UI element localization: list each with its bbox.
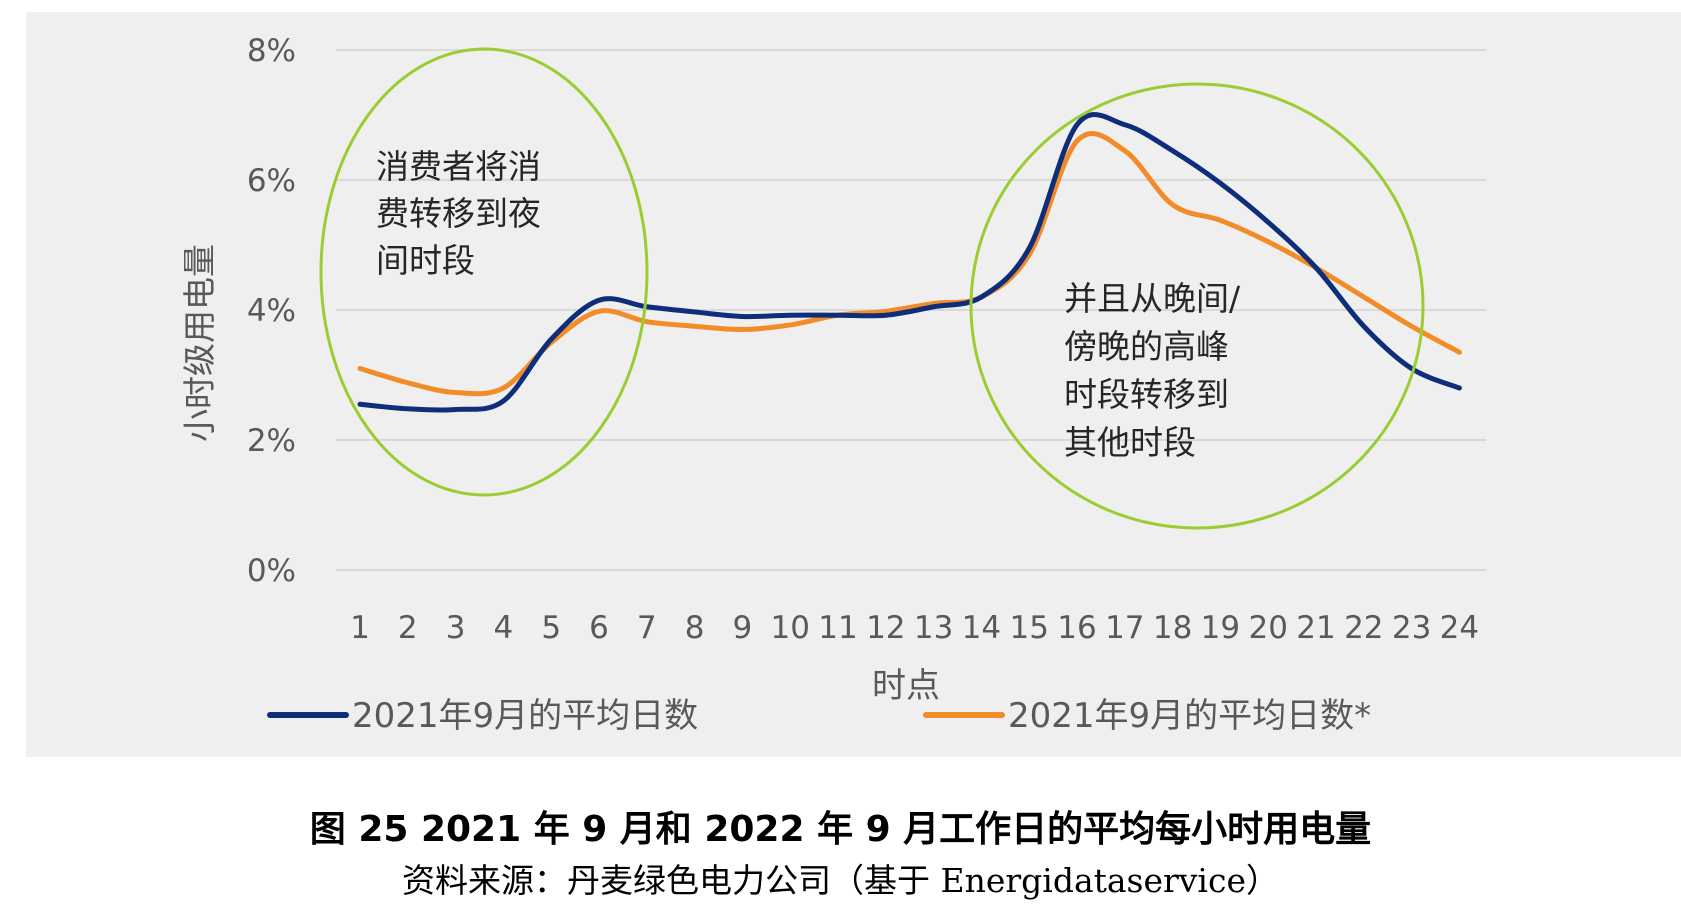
x-tick-label: 14: [962, 610, 1001, 646]
x-tick-label: 19: [1201, 610, 1240, 646]
x-tick-label: 4: [494, 610, 514, 646]
x-tick-label: 11: [818, 610, 857, 646]
x-tick-label: 18: [1153, 610, 1192, 646]
x-tick-label: 22: [1344, 610, 1383, 646]
x-tick-label: 8: [685, 610, 705, 646]
x-tick-label: 3: [446, 610, 466, 646]
annotation-line: 间时段: [376, 241, 475, 280]
legend: 2021年9月的平均日数 2021年9月的平均日数*: [267, 696, 1371, 736]
y-tick-label: 0%: [247, 553, 296, 589]
x-tick-label: 17: [1105, 610, 1144, 646]
x-tick-label: 20: [1248, 610, 1287, 646]
x-tick-label: 15: [1009, 610, 1048, 646]
series-line-1: [357, 112, 1462, 413]
annotation-line: 其他时段: [1064, 423, 1196, 462]
x-axis-label: 时点: [872, 666, 940, 706]
legend-label-series-2: 2021年9月的平均日数*: [1008, 696, 1371, 736]
x-tick-label: 10: [770, 610, 809, 646]
x-tick-label: 6: [589, 610, 609, 646]
y-axis-label: 小时级用电量: [180, 244, 219, 442]
x-tick-label: 21: [1296, 610, 1335, 646]
y-tick-label: 4%: [247, 293, 296, 329]
legend-label-series-1: 2021年9月的平均日数: [352, 696, 698, 736]
y-tick-label: 6%: [247, 163, 296, 199]
highlight-circle-1: [319, 47, 649, 497]
x-tick-label: 23: [1392, 610, 1431, 646]
figure-caption-title: 图 25 2021 年 9 月和 2022 年 9 月工作日的平均每小时用电量: [309, 809, 1372, 850]
annotation-line: 傍晚的高峰: [1064, 327, 1229, 366]
x-tick-label: 7: [637, 610, 657, 646]
x-tick-label: 13: [914, 610, 953, 646]
series-lines: [357, 112, 1462, 413]
y-tick-label: 2%: [247, 423, 296, 459]
annotation-line: 费转移到夜: [376, 194, 541, 233]
x-tick-label: 12: [866, 610, 905, 646]
annotation-line: 时段转移到: [1064, 375, 1229, 414]
x-tick-label: 5: [541, 610, 561, 646]
x-tick-label: 1: [350, 610, 370, 646]
y-axis-ticks: 0% 2% 4% 6% 8%: [247, 33, 296, 589]
annotation-line: 消费者将消: [376, 147, 541, 186]
plot-background: [26, 12, 1681, 757]
x-axis-ticks: 1 2 3 4 5 6 7 8 9 10 11 12 13 14 15 16 17 18 19 20 21 22 23 24: [350, 610, 1479, 646]
y-tick-label: 8%: [247, 33, 296, 69]
figure-caption-source: 资料来源：丹麦绿色电力公司（基于 Energidataservice）: [402, 861, 1279, 900]
highlight-circles: [319, 47, 1425, 530]
highlight-circle-2: [969, 82, 1425, 530]
x-tick-label: 9: [733, 610, 753, 646]
x-tick-label: 16: [1057, 610, 1096, 646]
annotation-line: 并且从晚间/: [1064, 279, 1241, 318]
x-tick-label: 2: [398, 610, 418, 646]
x-tick-label: 24: [1440, 610, 1479, 646]
